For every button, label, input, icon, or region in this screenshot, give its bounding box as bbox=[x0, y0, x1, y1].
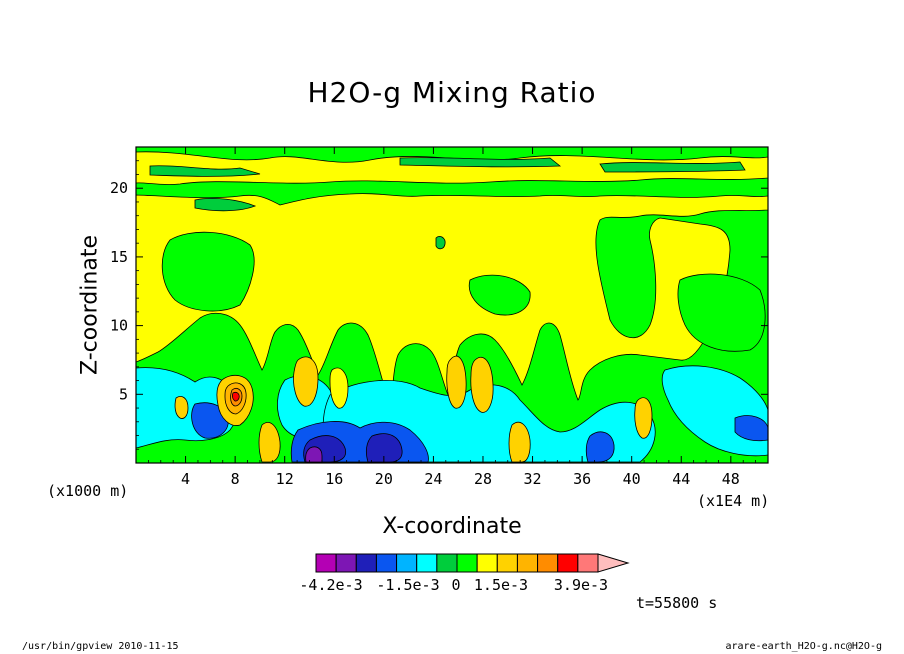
field-warm bbox=[634, 397, 653, 439]
field-warm bbox=[446, 355, 467, 409]
colorbar-swatch bbox=[315, 553, 337, 573]
field-warm bbox=[231, 391, 240, 402]
x-tick-label: 32 bbox=[524, 470, 542, 488]
chart-title: H2O-g Mixing Ratio bbox=[307, 76, 597, 109]
colorbar-swatch bbox=[516, 553, 539, 573]
x-tick-label: 44 bbox=[672, 470, 690, 488]
colorbar-extend-arrow bbox=[597, 553, 630, 573]
x-axis-label: X-coordinate bbox=[382, 514, 522, 539]
x-axis-scale-note: (x1E4 m) bbox=[697, 492, 770, 510]
field-top-patch bbox=[399, 157, 562, 168]
field-blue bbox=[734, 415, 768, 442]
footer-program-date: /usr/bin/gpview 2010-11-15 bbox=[22, 641, 179, 652]
colorbar-swatch bbox=[577, 553, 599, 573]
y-tick-label: 20 bbox=[110, 179, 128, 197]
x-tick-label: 24 bbox=[424, 470, 442, 488]
field-top-patch bbox=[599, 161, 746, 173]
field-warm bbox=[293, 356, 319, 407]
colorbar-swatch bbox=[476, 553, 498, 573]
x-tick-label: 20 bbox=[375, 470, 393, 488]
colorbar-swatch bbox=[355, 553, 377, 573]
plot-frame bbox=[135, 146, 769, 464]
colorbar-swatch bbox=[496, 553, 518, 573]
field-warm bbox=[508, 421, 531, 463]
colorbar-swatch bbox=[456, 553, 478, 573]
time-label: t=55800 s bbox=[636, 594, 718, 612]
x-tick-label: 36 bbox=[573, 470, 591, 488]
colorbar-label: 0 bbox=[451, 576, 460, 594]
x-tick-label: 4 bbox=[181, 470, 190, 488]
colorbar: -4.2e-3 -1.5e-3 0 1.5e-3 3.9e-3 bbox=[299, 553, 630, 594]
field-warm bbox=[174, 396, 189, 419]
field-warm bbox=[329, 367, 349, 409]
colorbar-label: 3.9e-3 bbox=[554, 576, 608, 594]
x-tick-label: 40 bbox=[623, 470, 641, 488]
field-top-patch bbox=[149, 165, 261, 177]
field-green-hole bbox=[161, 231, 255, 312]
y-axis-label: Z-coordinate bbox=[77, 235, 103, 375]
y-tick-label: 15 bbox=[110, 248, 128, 266]
colorbar-swatch bbox=[375, 553, 398, 573]
colorbar-swatch bbox=[396, 553, 418, 573]
x-tick-label: 12 bbox=[276, 470, 294, 488]
field-green-hole bbox=[677, 273, 766, 352]
y-tick-label: 10 bbox=[110, 317, 128, 335]
x-tick-label: 28 bbox=[474, 470, 492, 488]
colorbar-swatch bbox=[557, 553, 579, 573]
colorbar-label: 1.5e-3 bbox=[474, 576, 528, 594]
y-tick-label: 5 bbox=[119, 385, 128, 403]
field-blue bbox=[585, 431, 615, 463]
x-tick-label: 16 bbox=[325, 470, 343, 488]
field-top-yellow bbox=[136, 151, 768, 185]
colorbar-swatch bbox=[436, 553, 458, 573]
contour-field bbox=[136, 147, 768, 463]
x-axis-unit: (x1000 m) bbox=[47, 482, 129, 500]
y-axis: 5 10 15 20 bbox=[110, 160, 768, 450]
field-small-patch bbox=[435, 236, 446, 250]
field-green-hole bbox=[468, 274, 531, 316]
x-axis: 4 8 12 16 20 24 28 32 36 40 44 48 bbox=[147, 147, 757, 488]
field-green-hole bbox=[194, 198, 257, 212]
colorbar-label: -1.5e-3 bbox=[376, 576, 439, 594]
footer-file-variable: arare-earth_H2O-g.nc@H2O-g bbox=[725, 641, 882, 652]
colorbar-label: -4.2e-3 bbox=[299, 576, 362, 594]
x-tick-label: 48 bbox=[722, 470, 740, 488]
field-warm bbox=[258, 422, 281, 463]
colorbar-swatch bbox=[537, 553, 559, 573]
field-darkblue bbox=[365, 433, 403, 463]
x-tick-label: 8 bbox=[231, 470, 240, 488]
colorbar-swatch bbox=[416, 553, 438, 573]
field-warm bbox=[470, 356, 494, 413]
field-blue bbox=[191, 402, 229, 439]
colorbar-swatch bbox=[335, 553, 357, 573]
